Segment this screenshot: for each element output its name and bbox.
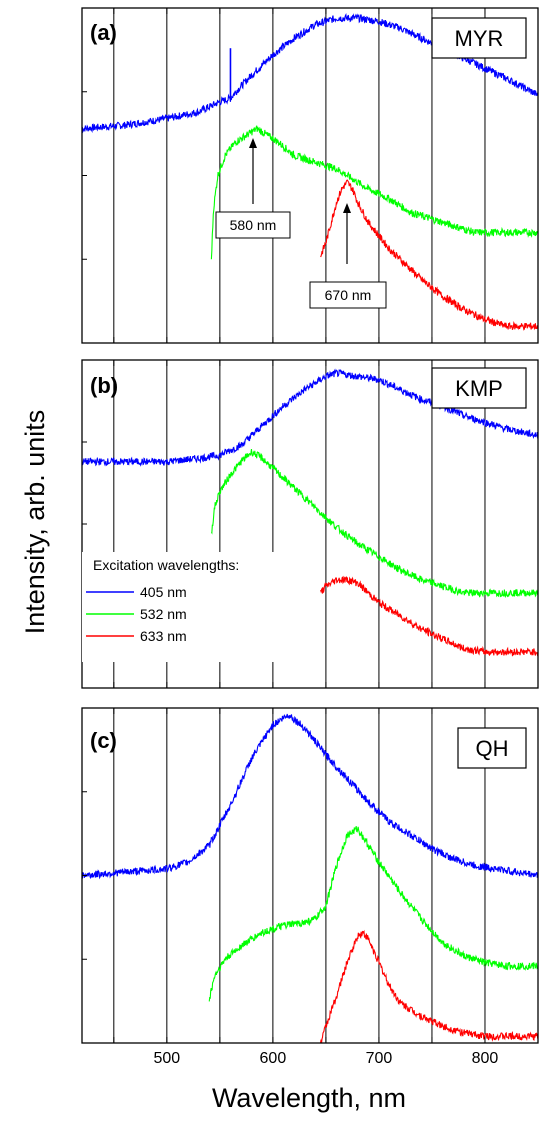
series-layer [81, 12, 539, 1044]
legend-label-405: 405 nm [140, 584, 187, 600]
series-633nm-panel-3 [320, 929, 539, 1044]
panel-a-sample-box [431, 17, 527, 59]
arrow-670-head [343, 203, 351, 213]
panel-c-sample-box [457, 727, 527, 769]
x-tick-label-600: 600 [260, 1050, 287, 1067]
annotation-580-label: 580 nm [230, 217, 277, 233]
arrow-580-head [249, 138, 257, 148]
series-405nm-panel-3 [81, 713, 538, 880]
x-axis-title: Wavelength, nm [212, 1083, 406, 1113]
panel-a-tag: (a) [90, 20, 117, 45]
frame-layer [81, 7, 539, 1044]
series-532nm-panel-3 [208, 826, 538, 1002]
series-633nm-panel-2 [320, 575, 539, 657]
panel-b-sample-label: KMP [455, 376, 503, 401]
panel-b-tag: (b) [90, 373, 118, 398]
grid-layer [113, 8, 486, 1043]
series-532nm-panel-2 [210, 449, 539, 599]
x-tick-label-700: 700 [366, 1050, 393, 1067]
x-tick-label-800: 800 [472, 1050, 499, 1067]
panel-a-sample-label: MYR [455, 26, 504, 51]
annotation-670-label: 670 nm [325, 287, 372, 303]
annotation-670-box [309, 281, 387, 309]
series-633nm-panel-1 [320, 179, 539, 331]
annotation-580-box [215, 211, 291, 239]
legend-box [82, 552, 287, 662]
series-532nm-panel-1 [210, 125, 539, 260]
tick-layer: 500 600 700 800 [153, 1050, 498, 1067]
panel-b-sample-box [431, 367, 527, 409]
panel-c-tag: (c) [90, 728, 117, 753]
x-tick-label-500: 500 [153, 1050, 180, 1067]
legend-label-532: 532 nm [140, 606, 187, 622]
series-405nm-panel-2 [81, 368, 539, 467]
legend-label-633: 633 nm [140, 628, 187, 644]
panel-c-sample-label: QH [476, 736, 509, 761]
y-axis-title: Intensity, arb. units [20, 410, 50, 635]
legend-title: Excitation wavelengths: [93, 557, 239, 573]
